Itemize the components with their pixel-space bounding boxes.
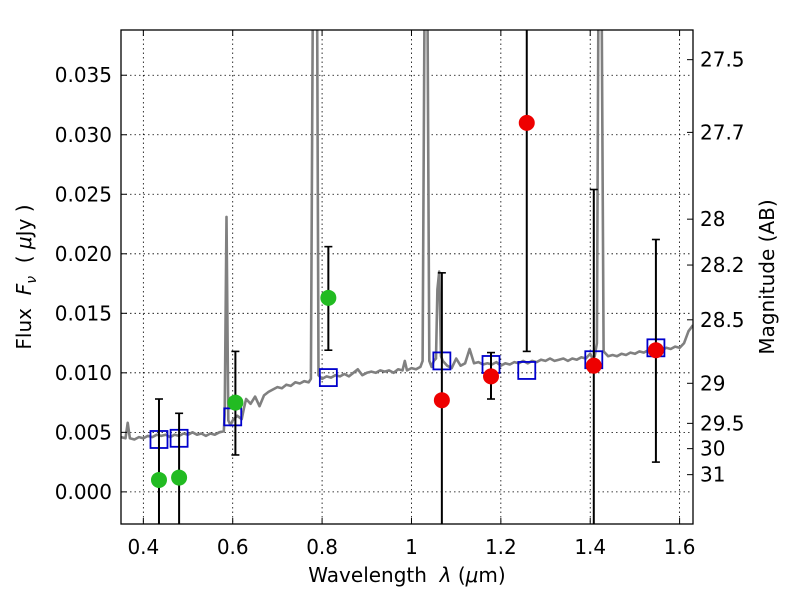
- y2-tick-label: 30: [700, 437, 725, 461]
- data-point: [483, 368, 500, 385]
- model-photometry-square: [517, 361, 537, 380]
- grid: [121, 30, 693, 524]
- x-tick-label: 1.4: [574, 535, 606, 559]
- y-tick-label: 0.020: [55, 242, 112, 266]
- y2-tick-label: 29.5: [700, 411, 745, 435]
- x-axis-label: Wavelength λ (μm): [308, 563, 505, 587]
- y2-tick-label: 28: [700, 207, 725, 231]
- y2-tick-label: 27.5: [700, 48, 745, 72]
- series-observed-red-: [433, 30, 664, 524]
- y-tick-label: 0.035: [55, 63, 112, 87]
- data-point: [518, 114, 535, 131]
- x-tick-label: 0.8: [306, 535, 338, 559]
- y2-tick-label: 31: [700, 463, 725, 487]
- y-tick-label: 0.025: [55, 182, 112, 206]
- data-point: [227, 394, 244, 411]
- data-point: [320, 289, 337, 306]
- model-spectrum-line: [121, 30, 693, 441]
- y-tick-label: 0.030: [55, 123, 112, 147]
- y-axis-label: Flux Fν ( μJy ): [12, 204, 40, 349]
- y-tick-label: 0.000: [55, 480, 112, 504]
- data-point: [171, 469, 188, 486]
- data-point: [433, 392, 450, 409]
- y-tick-label: 0.005: [55, 420, 112, 444]
- plot-frame: [120, 29, 694, 525]
- data-point: [647, 342, 664, 359]
- y2-axis-label: Magnitude (AB): [755, 199, 779, 354]
- model-photometry-square: [318, 368, 338, 387]
- x-tick-label: 1.2: [485, 535, 517, 559]
- plot-area: [121, 30, 693, 524]
- ticks: 0.4 0.6 0.8 1 1.2 1.4 1.6 0.000 0.005 0.010 0.015 0…: [55, 30, 745, 559]
- y-tick-label: 0.010: [55, 361, 112, 385]
- y2-tick-label: 28.2: [700, 253, 745, 277]
- series-observed-green-: [150, 245, 337, 524]
- data-point: [150, 471, 167, 488]
- y2-tick-label: 28.5: [700, 308, 745, 332]
- x-tick-label: 1: [405, 535, 418, 559]
- x-tick-label: 1.6: [664, 535, 696, 559]
- data-point: [585, 357, 602, 374]
- x-tick-label: 0.6: [217, 535, 249, 559]
- y-tick-label: 0.015: [55, 301, 112, 325]
- x-tick-label: 0.4: [127, 535, 159, 559]
- y2-tick-label: 29: [700, 371, 725, 395]
- y2-tick-label: 27.7: [700, 120, 745, 144]
